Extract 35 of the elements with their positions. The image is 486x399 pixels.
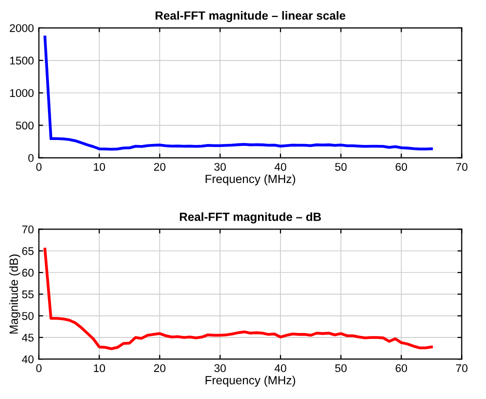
- x-tick-label: 20: [154, 162, 166, 171]
- y-tick-label: 55: [22, 290, 34, 298]
- y-tick-label: 50: [22, 312, 34, 320]
- line-series: [44, 36, 433, 151]
- x-tick-label: 20: [154, 364, 166, 372]
- y-tick-label: 40: [22, 355, 34, 364]
- y-tick-label: 65: [22, 247, 34, 256]
- x-tick-label: 40: [274, 162, 286, 171]
- y-tick-label: 70: [22, 225, 34, 234]
- x-axis-title: Frequency (MHz): [206, 174, 296, 186]
- x-tick-label: 50: [335, 162, 347, 171]
- x-tick-label: 10: [94, 364, 106, 372]
- line-series: [44, 248, 433, 350]
- y-tick-label: 500: [16, 122, 34, 130]
- x-tick-label: 40: [274, 364, 286, 372]
- x-axis-title: Frequency (MHz): [206, 376, 296, 387]
- chart-title: Real-FFT magnitude – dB: [180, 212, 321, 224]
- x-tick-label: 10: [94, 162, 106, 171]
- x-tick-label: 0: [36, 364, 42, 372]
- y-tick-label: 45: [22, 334, 34, 342]
- x-tick-label: 30: [214, 364, 226, 372]
- y-tick-label: 60: [22, 268, 34, 277]
- y-tick-label: 2000: [10, 24, 34, 32]
- x-tick-label: 30: [214, 162, 226, 171]
- chart-title: Real-FFT magnitude – linear scale: [156, 11, 346, 22]
- x-tick-label: 60: [396, 364, 408, 372]
- x-tick-label: 70: [456, 162, 468, 171]
- y-tick-label: 1000: [10, 89, 34, 97]
- x-tick-label: 50: [335, 364, 347, 372]
- x-tick-label: 60: [396, 162, 408, 171]
- y-axis-title: Magnitude (dB): [9, 254, 20, 334]
- y-tick-label: 1500: [10, 56, 34, 65]
- y-tick-label: 0: [28, 154, 34, 162]
- x-tick-label: 70: [456, 364, 468, 372]
- x-tick-label: 0: [36, 162, 42, 171]
